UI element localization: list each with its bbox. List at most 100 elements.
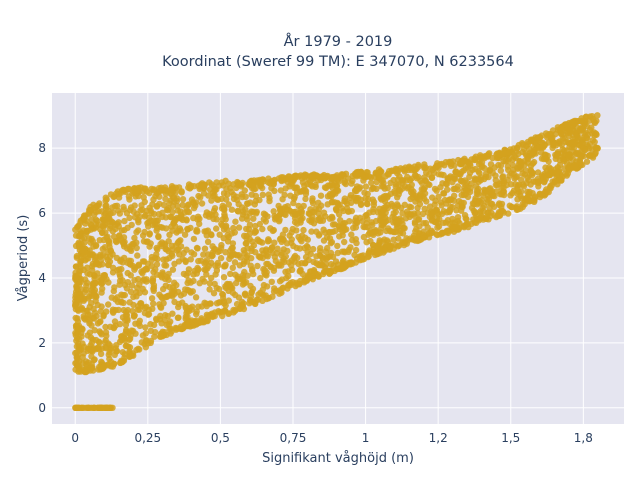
- data-point: [118, 265, 125, 273]
- data-point: [514, 185, 521, 192]
- data-point: [293, 184, 301, 191]
- data-point: [147, 207, 154, 214]
- data-point: [198, 200, 206, 207]
- data-point: [168, 186, 175, 193]
- data-point: [210, 215, 217, 223]
- data-point: [407, 204, 415, 211]
- data-point: [174, 288, 182, 296]
- data-point: [169, 293, 176, 300]
- data-point: [275, 202, 282, 210]
- data-point: [447, 162, 455, 170]
- data-point: [431, 201, 438, 208]
- data-point: [462, 215, 469, 222]
- data-point: [197, 318, 205, 325]
- data-point: [149, 305, 156, 312]
- data-point: [147, 337, 155, 345]
- data-point: [370, 241, 377, 249]
- data-point: [325, 228, 333, 236]
- data-point: [384, 193, 391, 200]
- data-point: [190, 235, 198, 243]
- data-point: [126, 246, 134, 253]
- data-point: [149, 278, 156, 285]
- data-point: [77, 264, 85, 271]
- data-point: [320, 226, 327, 233]
- data-point: [88, 300, 95, 307]
- data-point: [476, 215, 484, 222]
- x-tick-label: 0,75: [280, 431, 307, 445]
- data-point: [146, 231, 153, 238]
- data-point: [248, 288, 255, 296]
- x-tick-label: 0,25: [134, 431, 161, 445]
- data-point: [530, 144, 538, 151]
- data-point: [224, 238, 232, 245]
- data-point: [310, 245, 317, 253]
- data-point: [368, 179, 375, 186]
- data-point: [499, 173, 507, 180]
- data-point: [362, 183, 370, 190]
- data-point: [264, 260, 272, 268]
- data-point: [73, 254, 81, 261]
- data-point: [200, 181, 208, 188]
- data-point: [271, 187, 278, 195]
- data-point: [227, 270, 234, 278]
- data-point: [478, 197, 485, 204]
- x-axis-title: Signifikant våghöjd (m): [262, 451, 414, 466]
- data-point: [134, 252, 141, 259]
- data-point: [92, 279, 99, 287]
- data-point: [299, 179, 307, 186]
- data-point: [120, 203, 127, 211]
- data-point: [247, 293, 255, 301]
- data-point: [547, 171, 554, 179]
- data-point: [487, 185, 494, 192]
- data-point: [84, 311, 92, 319]
- data-point: [582, 146, 589, 154]
- data-point: [404, 211, 412, 218]
- data-point: [538, 149, 545, 156]
- data-point: [201, 245, 209, 252]
- data-point: [279, 231, 287, 238]
- data-point: [172, 324, 179, 332]
- data-point: [278, 262, 285, 269]
- data-point: [393, 224, 400, 232]
- data-point: [242, 206, 249, 213]
- data-point: [500, 179, 507, 187]
- data-point: [517, 192, 524, 200]
- data-point: [231, 259, 239, 266]
- data-point: [337, 217, 344, 224]
- data-point: [552, 155, 559, 162]
- data-point: [237, 305, 244, 312]
- data-point: [306, 210, 313, 218]
- data-point: [316, 248, 324, 255]
- data-point: [268, 244, 276, 251]
- data-point: [265, 179, 272, 186]
- data-point: [460, 199, 467, 207]
- x-tick-label: 0: [71, 431, 79, 445]
- data-point: [109, 228, 117, 235]
- data-point: [197, 194, 204, 201]
- data-point: [136, 289, 143, 297]
- data-point: [327, 249, 335, 257]
- data-point: [521, 171, 528, 178]
- data-point: [250, 215, 257, 222]
- data-point: [269, 227, 277, 235]
- data-point: [159, 224, 166, 231]
- data-point: [122, 342, 130, 350]
- data-point: [512, 174, 520, 181]
- data-point: [324, 244, 331, 252]
- chart-title-line-2: Koordinat (Sweref 99 TM): E 347070, N 62…: [162, 54, 514, 70]
- data-point: [208, 181, 215, 188]
- data-point: [339, 232, 346, 239]
- data-point: [428, 174, 436, 181]
- x-tick-label: 1,2: [429, 431, 448, 445]
- data-point: [91, 327, 98, 334]
- data-point: [243, 225, 250, 233]
- data-point: [142, 185, 149, 192]
- data-point: [446, 196, 454, 203]
- data-point: [363, 239, 370, 246]
- data-point: [395, 181, 402, 188]
- data-point: [105, 351, 113, 358]
- data-point: [254, 262, 261, 270]
- data-point: [205, 192, 212, 199]
- data-point: [288, 236, 295, 243]
- data-point: [212, 271, 219, 278]
